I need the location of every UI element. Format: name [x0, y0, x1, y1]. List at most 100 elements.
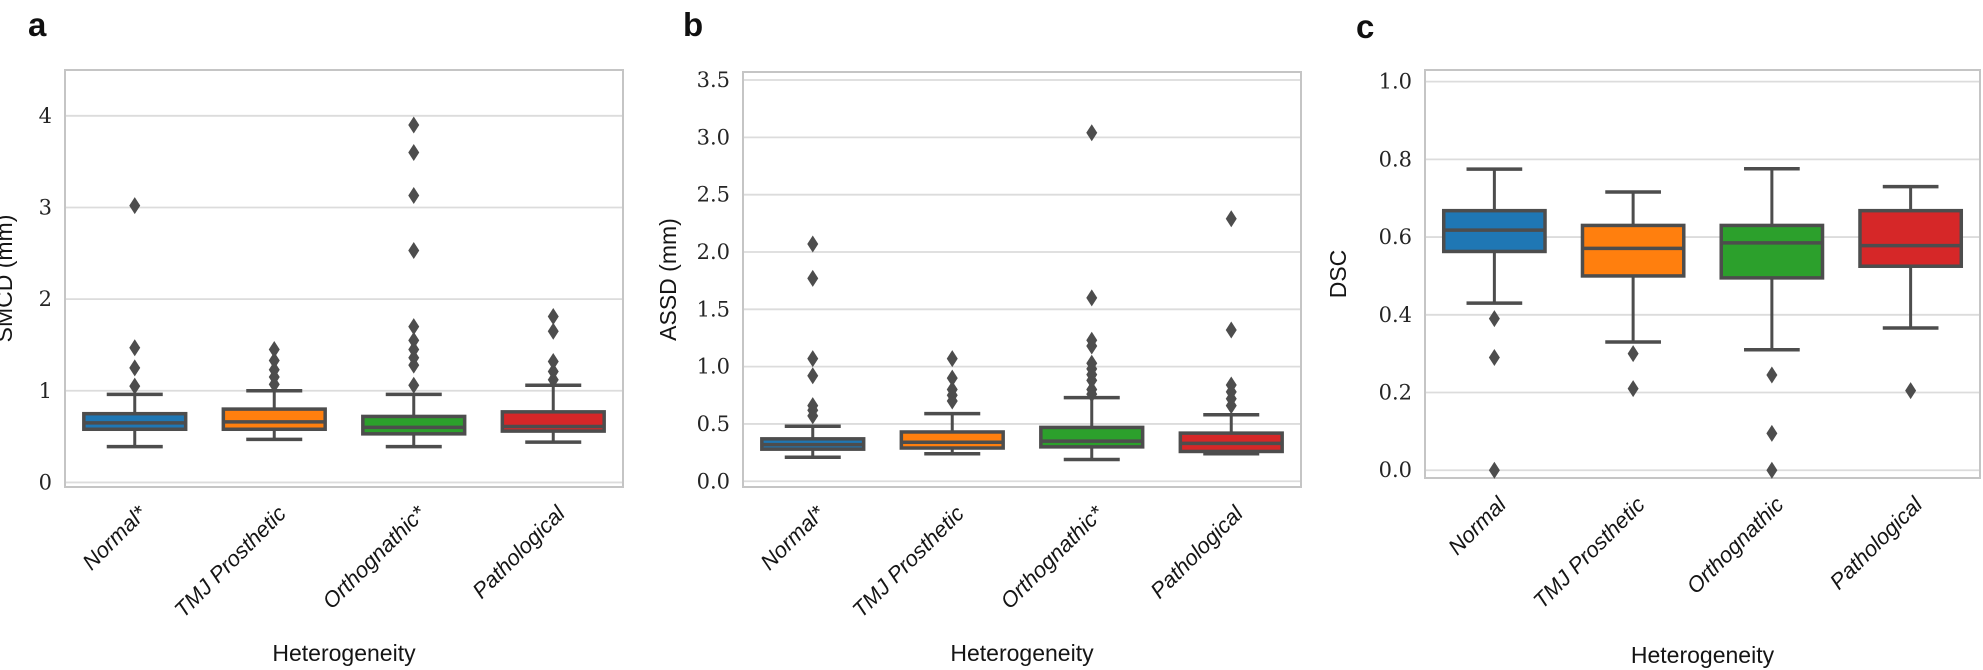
- panel-c: 0.0 0.2 0.4 0.6 0.8 1.0 DSC Heterogeneity c Norma…: [1325, 8, 1981, 668]
- x-tick-label: TMJ Prosthetic: [847, 501, 968, 622]
- box-iqr: [1039, 425, 1145, 449]
- outlier-marker: [129, 339, 141, 357]
- outlier-marker: [408, 242, 420, 260]
- outlier-marker: [1488, 349, 1500, 367]
- y-tick-label: 0.0: [1379, 458, 1412, 482]
- y-tick-label: 0: [39, 470, 52, 494]
- outlier-marker: [129, 377, 141, 395]
- outlier-marker: [807, 350, 819, 368]
- panel-letter: a: [28, 6, 47, 43]
- box-iqr: [1719, 223, 1825, 280]
- outlier-marker: [547, 308, 559, 326]
- boxplot-orthognathic: Orthognathic*: [317, 116, 467, 614]
- y-tick-label: 3.0: [697, 125, 730, 149]
- outlier-marker: [547, 352, 559, 370]
- box-iqr: [1580, 223, 1686, 278]
- x-tick-label: Pathological: [467, 500, 570, 603]
- boxplot-pathological: Pathological: [1825, 184, 1964, 594]
- outlier-marker: [1766, 366, 1778, 384]
- y-tick-label: 0.0: [697, 469, 730, 493]
- x-tick-label: Orthognathic: [1682, 492, 1789, 599]
- outlier-marker: [1225, 376, 1237, 394]
- outlier-marker: [946, 350, 958, 368]
- y-axis-label: ASSD (mm): [655, 218, 681, 341]
- x-tick-label: TMJ Prosthetic: [1528, 492, 1649, 613]
- x-axis-label: Heterogeneity: [1631, 642, 1775, 668]
- y-tick-label: 1.0: [1379, 70, 1412, 94]
- x-tick-label: Pathological: [1825, 491, 1928, 594]
- outlier-marker: [1086, 331, 1098, 349]
- panel-letter: c: [1356, 8, 1374, 45]
- y-tick-label: 1.5: [697, 297, 730, 321]
- outlier-marker: [408, 116, 420, 134]
- x-tick-label: Orthognathic*: [317, 500, 431, 614]
- y-tick-label: 0.2: [1379, 381, 1412, 405]
- x-tick-label: Normal: [1443, 491, 1512, 560]
- boxplot-normal: Normal*: [77, 197, 188, 575]
- outlier-marker: [1627, 345, 1639, 363]
- panel-a: 0 1 2 3 4 SMCD (mm) Heterogeneity a Normal* TMJ P…: [0, 6, 624, 666]
- outlier-marker: [268, 361, 280, 379]
- x-tick-label: Pathological: [1145, 500, 1248, 603]
- outlier-marker: [129, 197, 141, 215]
- box-iqr: [1858, 208, 1964, 268]
- outlier-marker: [1766, 461, 1778, 479]
- outlier-marker: [1225, 210, 1237, 228]
- x-axis-label: Heterogeneity: [272, 640, 416, 666]
- y-tick-label: 0.5: [697, 412, 730, 436]
- outlier-marker: [268, 352, 280, 370]
- outlier-marker: [1905, 382, 1917, 400]
- boxplot-normal: Normal*: [755, 235, 866, 575]
- outlier-marker: [408, 341, 420, 359]
- outlier-marker: [1488, 310, 1500, 328]
- outlier-marker: [408, 143, 420, 161]
- outlier-marker: [1766, 424, 1778, 442]
- y-tick-label: 4: [39, 104, 52, 128]
- outlier-marker: [129, 359, 141, 377]
- panel-letter: b: [683, 6, 703, 43]
- boxplot-tmj-prosthetic: TMJ Prosthetic: [1528, 190, 1686, 613]
- boxplot-normal: Normal: [1441, 167, 1547, 560]
- outlier-marker: [408, 187, 420, 205]
- outlier-marker: [807, 367, 819, 385]
- outlier-marker: [946, 381, 958, 399]
- outlier-marker: [1488, 461, 1500, 479]
- outlier-marker: [1086, 124, 1098, 142]
- plot-frame: [1424, 69, 1981, 479]
- y-tick-label: 1: [39, 379, 52, 403]
- plot-frame: [64, 69, 624, 488]
- boxplot-orthognathic: Orthognathic: [1682, 166, 1825, 599]
- outlier-marker: [408, 331, 420, 349]
- outlier-marker: [547, 363, 559, 381]
- outlier-marker: [1225, 321, 1237, 339]
- y-tick-label: 1.0: [697, 355, 730, 379]
- x-tick-label: TMJ Prosthetic: [169, 501, 290, 622]
- x-tick-label: Normal*: [77, 500, 152, 575]
- outlier-marker: [268, 341, 280, 359]
- box-iqr: [361, 414, 467, 436]
- x-axis-label: Heterogeneity: [950, 640, 1094, 666]
- outlier-marker: [807, 269, 819, 287]
- boxplot-pathological: Pathological: [1145, 210, 1284, 603]
- outlier-marker: [1086, 289, 1098, 307]
- outlier-marker: [1086, 381, 1098, 399]
- panel-b: 0.0 0.5 1.0 1.5 2.0 2.5 3.0 3.5 ASSD (mm) Heterog…: [655, 6, 1302, 666]
- outlier-marker: [946, 369, 958, 387]
- outlier-marker: [547, 322, 559, 340]
- box-iqr: [899, 430, 1005, 450]
- plot-frame: [742, 71, 1302, 488]
- outlier-marker: [807, 235, 819, 253]
- y-tick-label: 0.6: [1379, 225, 1412, 249]
- outlier-marker: [408, 376, 420, 394]
- y-tick-label: 2.0: [697, 240, 730, 264]
- outlier-marker: [408, 318, 420, 336]
- y-tick-label: 0.4: [1379, 303, 1412, 327]
- outlier-marker: [1627, 380, 1639, 398]
- y-tick-label: 2.5: [697, 183, 730, 207]
- y-axis-label: DSC: [1325, 250, 1351, 299]
- y-tick-label: 3.5: [697, 68, 730, 92]
- boxplot-orthognathic: Orthognathic*: [995, 124, 1145, 614]
- outlier-marker: [1086, 354, 1098, 372]
